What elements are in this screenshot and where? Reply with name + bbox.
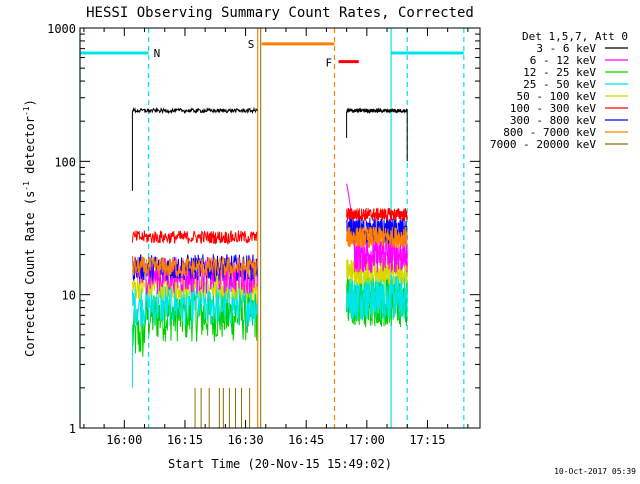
legend-label-8: 800 - 7000 keV xyxy=(503,126,596,139)
series-line-1-seg-1 xyxy=(131,106,258,191)
y-axis-label-end: ) xyxy=(23,99,37,106)
y-tick-label: 1000 xyxy=(47,22,76,36)
y-tick-label: 10 xyxy=(62,289,76,303)
x-tick-label: 16:00 xyxy=(106,433,142,447)
y-axis-label: Corrected Count Rate (s-1 detector-1) xyxy=(22,99,37,357)
chart-title: HESSI Observing Summary Count Rates, Cor… xyxy=(86,5,474,21)
legend-label-3: 12 - 25 keV xyxy=(523,66,596,79)
series-layer xyxy=(131,106,408,428)
series-line-6-seg-2 xyxy=(346,207,408,223)
series-line-8-seg-1 xyxy=(131,255,258,279)
legend-label-9: 7000 - 20000 keV xyxy=(490,138,596,151)
series-line-4-seg-1 xyxy=(131,281,258,328)
x-tick-label: 16:15 xyxy=(167,433,203,447)
series-line-1-seg-2 xyxy=(346,107,408,162)
y-axis-label-mid: detector xyxy=(23,116,37,181)
series-line-7-seg-1 xyxy=(131,254,258,283)
x-tick-label: 16:45 xyxy=(288,433,324,447)
plot-frame xyxy=(79,27,481,429)
y-axis-label-sup1: -1 xyxy=(22,181,31,191)
marker-layer: N S F xyxy=(79,28,465,428)
x-tick-label: 17:15 xyxy=(409,433,445,447)
legend-label-1: 3 - 6 keV xyxy=(536,42,596,55)
x-tick-label: 16:30 xyxy=(228,433,264,447)
y-axis-label-sup2: -1 xyxy=(22,106,31,116)
x-tick-label: 17:00 xyxy=(349,433,385,447)
axis-ticks: 1 10 100 1000 16:00 16:15 16:30 16:45 17:00 17:15 xyxy=(47,22,480,447)
legend-label-4: 25 - 50 keV xyxy=(523,78,596,91)
series-line-6-seg-1 xyxy=(131,230,258,245)
legend-title: Det 1,5,7, Att 0 xyxy=(522,30,628,43)
legend-label-7: 300 - 800 keV xyxy=(510,114,596,127)
y-tick-label: 100 xyxy=(54,155,76,169)
saa-label: S xyxy=(248,38,255,51)
y-tick-label: 1 xyxy=(69,422,76,436)
flare-label: F xyxy=(326,57,333,70)
night-label: N xyxy=(154,47,161,60)
y-axis-label-main: Corrected Count Rate (s xyxy=(23,191,37,357)
series-line-8-seg-2 xyxy=(346,225,408,248)
legend-label-5: 50 - 100 keV xyxy=(517,90,597,103)
timestamp: 10-Oct-2017 05:39 xyxy=(554,467,636,476)
legend-label-6: 100 - 300 keV xyxy=(510,102,596,115)
x-axis-label: Start Time (20-Nov-15 15:49:02) xyxy=(168,457,392,471)
legend-label-2: 6 - 12 keV xyxy=(530,54,597,67)
